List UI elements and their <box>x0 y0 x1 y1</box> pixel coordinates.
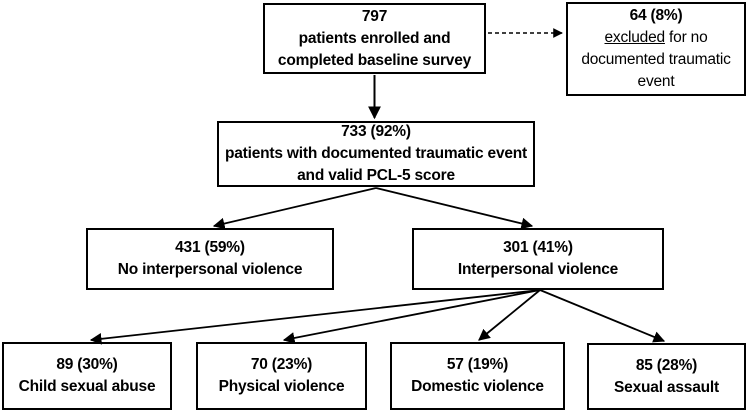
domestic-violence-count: 57 (19%) <box>446 356 509 373</box>
excluded-label: excluded for no documented traumatic eve… <box>568 27 744 93</box>
excluded-underlined-word: excluded <box>604 29 666 46</box>
physical-violence-label: Physical violence <box>218 378 345 395</box>
no-interpersonal-count: 431 (59%) <box>175 239 245 256</box>
child-sexual-abuse-count: 89 (30%) <box>56 356 118 373</box>
arrow-interpersonal-to-child-sexual-abuse <box>89 289 541 345</box>
box-excluded-patients: 64 (8%) excluded for no documented traum… <box>566 2 746 96</box>
physical-violence-count: 70 (23%) <box>250 356 313 373</box>
excluded-count: 64 (8%) <box>629 7 683 24</box>
sexual-assault-count: 85 (28%) <box>635 356 698 374</box>
arrow-eligible-to-no-interpersonal <box>212 187 377 230</box>
domestic-violence-label: Domestic violence <box>411 378 544 395</box>
arrow-interpersonal-to-domestic-violence <box>478 289 541 341</box>
box-interpersonal-violence: 301 (41%) Interpersonal violence <box>412 228 664 290</box>
arrow-interpersonal-to-sexual-assault <box>539 289 666 343</box>
excluded-rest-text: for no documented traumatic event <box>581 29 731 90</box>
no-interpersonal-label: No interpersonal violence <box>117 261 303 278</box>
enrolled-count: 797 <box>361 7 388 25</box>
child-sexual-abuse-label: Child sexual abuse <box>18 378 156 395</box>
enrolled-label-line1: patients enrolled and <box>298 29 451 47</box>
box-eligible-patients: 733 (92%) patients with documented traum… <box>217 121 535 187</box>
box-sexual-assault: 85 (28%) Sexual assault <box>587 343 746 410</box>
enrolled-label-line2: completed baseline survey <box>277 51 472 69</box>
arrow-eligible-to-interpersonal <box>375 187 534 230</box>
box-physical-violence: 70 (23%) Physical violence <box>196 342 367 410</box>
interpersonal-count: 301 (41%) <box>503 239 573 256</box>
arrow-interpersonal-to-physical-violence <box>282 289 541 344</box>
eligible-label-line1: patients with documented traumatic event <box>224 145 528 162</box>
box-child-sexual-abuse: 89 (30%) Child sexual abuse <box>2 342 172 410</box>
eligible-count: 733 (92%) <box>341 123 411 140</box>
box-domestic-violence: 57 (19%) Domestic violence <box>390 342 565 410</box>
box-no-interpersonal-violence: 431 (59%) No interpersonal violence <box>86 228 334 290</box>
interpersonal-label: Interpersonal violence <box>457 261 619 278</box>
box-enrolled-patients: 797 patients enrolled and completed base… <box>263 3 486 74</box>
sexual-assault-label: Sexual assault <box>614 378 719 396</box>
eligible-label-line2: and valid PCL-5 score <box>297 167 455 184</box>
